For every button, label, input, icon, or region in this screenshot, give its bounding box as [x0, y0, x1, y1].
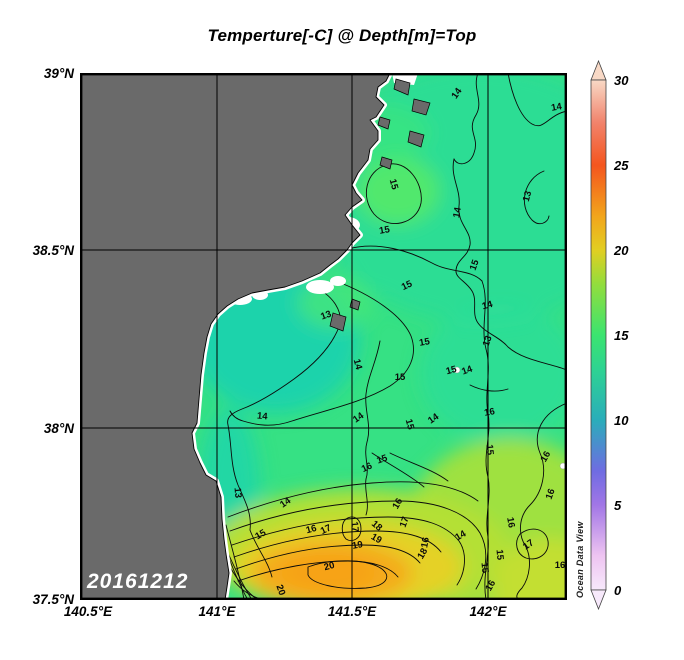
- contour-label: 14: [550, 101, 563, 114]
- x-tick-142e: 142°E: [469, 604, 507, 619]
- odv-watermark: Ocean Data View: [575, 521, 585, 598]
- contour-label: 13: [232, 487, 244, 498]
- colorbar-arrow-down: [590, 589, 607, 611]
- contour-label: 16: [305, 523, 318, 536]
- contour-label: 16: [419, 536, 432, 548]
- islands: [329, 78, 431, 332]
- colorbar-arrow-up: [590, 59, 607, 81]
- contour-label: 17: [319, 523, 333, 537]
- contour-label: 15: [387, 178, 401, 192]
- contour-label: 15: [468, 258, 482, 272]
- contour-label: 17: [521, 537, 536, 552]
- contour-label: 17: [349, 521, 361, 532]
- colorbar-tick-label: 20: [613, 243, 629, 258]
- contour-label: 16: [483, 578, 498, 593]
- contour-label: 15: [400, 278, 415, 293]
- grid-lines: [80, 73, 567, 600]
- contour-label: 13: [481, 334, 495, 348]
- x-tick-141e: 141°E: [198, 604, 236, 619]
- contour-label: 19: [351, 539, 363, 552]
- colorbar-tick-label: 15: [614, 328, 629, 343]
- contour-label: 15: [378, 224, 391, 237]
- contour-label: 15: [445, 364, 459, 378]
- contour-label: 16: [555, 560, 566, 571]
- colorbar-tick-label: 5: [614, 498, 622, 513]
- contour-label: 14: [256, 411, 268, 423]
- contour-label: 16: [538, 449, 553, 464]
- contour-lines: [221, 73, 567, 600]
- contour-label: 15: [403, 418, 417, 432]
- contour-label: 14: [460, 363, 474, 377]
- colorbar-tick-label: 0: [614, 583, 622, 598]
- colorbar-ticks: 30 25 20 15 10 5 0: [613, 73, 629, 598]
- coastline: [80, 73, 567, 600]
- x-tick-140-5e: 140.5°E: [63, 604, 113, 619]
- colorbar-gradient: [590, 79, 607, 591]
- contour-label: 16: [544, 487, 558, 501]
- contour-label: 18: [415, 546, 430, 561]
- contour-label: 15: [484, 444, 496, 456]
- y-tick-38-5n: 38.5°N: [32, 243, 74, 258]
- contour-label: 17: [398, 515, 412, 529]
- date-label: 20161212: [87, 570, 189, 593]
- contour-label: 20: [273, 583, 287, 597]
- contour-label: 15: [494, 549, 506, 561]
- land-mass: [80, 73, 391, 600]
- contour-label: 14: [351, 358, 365, 372]
- colorbar-tick-label: 25: [613, 158, 629, 173]
- map-canvas[interactable]: 14 14 13 15 15 15 15 14 14 13 14 14 13 16 14 15 16 16 16 17…: [80, 73, 567, 600]
- contour-label: 15: [418, 336, 431, 349]
- y-tick-38n: 38°N: [43, 421, 74, 436]
- contour-label: 19: [369, 531, 384, 546]
- contour-label: 15: [375, 452, 389, 466]
- colorbar: 30 25 20 15 10 5 0: [589, 58, 679, 633]
- contour-label: 16: [390, 496, 405, 511]
- contour-label: 14: [451, 206, 464, 219]
- colorbar-tick-label: 10: [614, 413, 629, 428]
- y-tick-39n: 39°N: [43, 66, 74, 81]
- contour-label: 16: [360, 461, 374, 475]
- contour-label: 15: [395, 372, 406, 383]
- contour-label: 16: [483, 406, 495, 419]
- contour-label: 16: [504, 516, 517, 528]
- contour-label: 13: [521, 190, 534, 203]
- contour-label: 14: [481, 299, 495, 313]
- map-frame: [80, 73, 567, 600]
- contour-label: 13: [319, 309, 333, 323]
- contour-label: 20: [323, 560, 336, 573]
- contour-label: 15: [479, 562, 491, 574]
- y-tick-37-5n: 37.5°N: [32, 592, 74, 607]
- x-tick-141-5e: 141.5°E: [327, 604, 377, 619]
- colorbar-tick-label: 30: [614, 73, 629, 88]
- page-title: Temperture[-C] @ Depth[m]=Top: [207, 26, 477, 45]
